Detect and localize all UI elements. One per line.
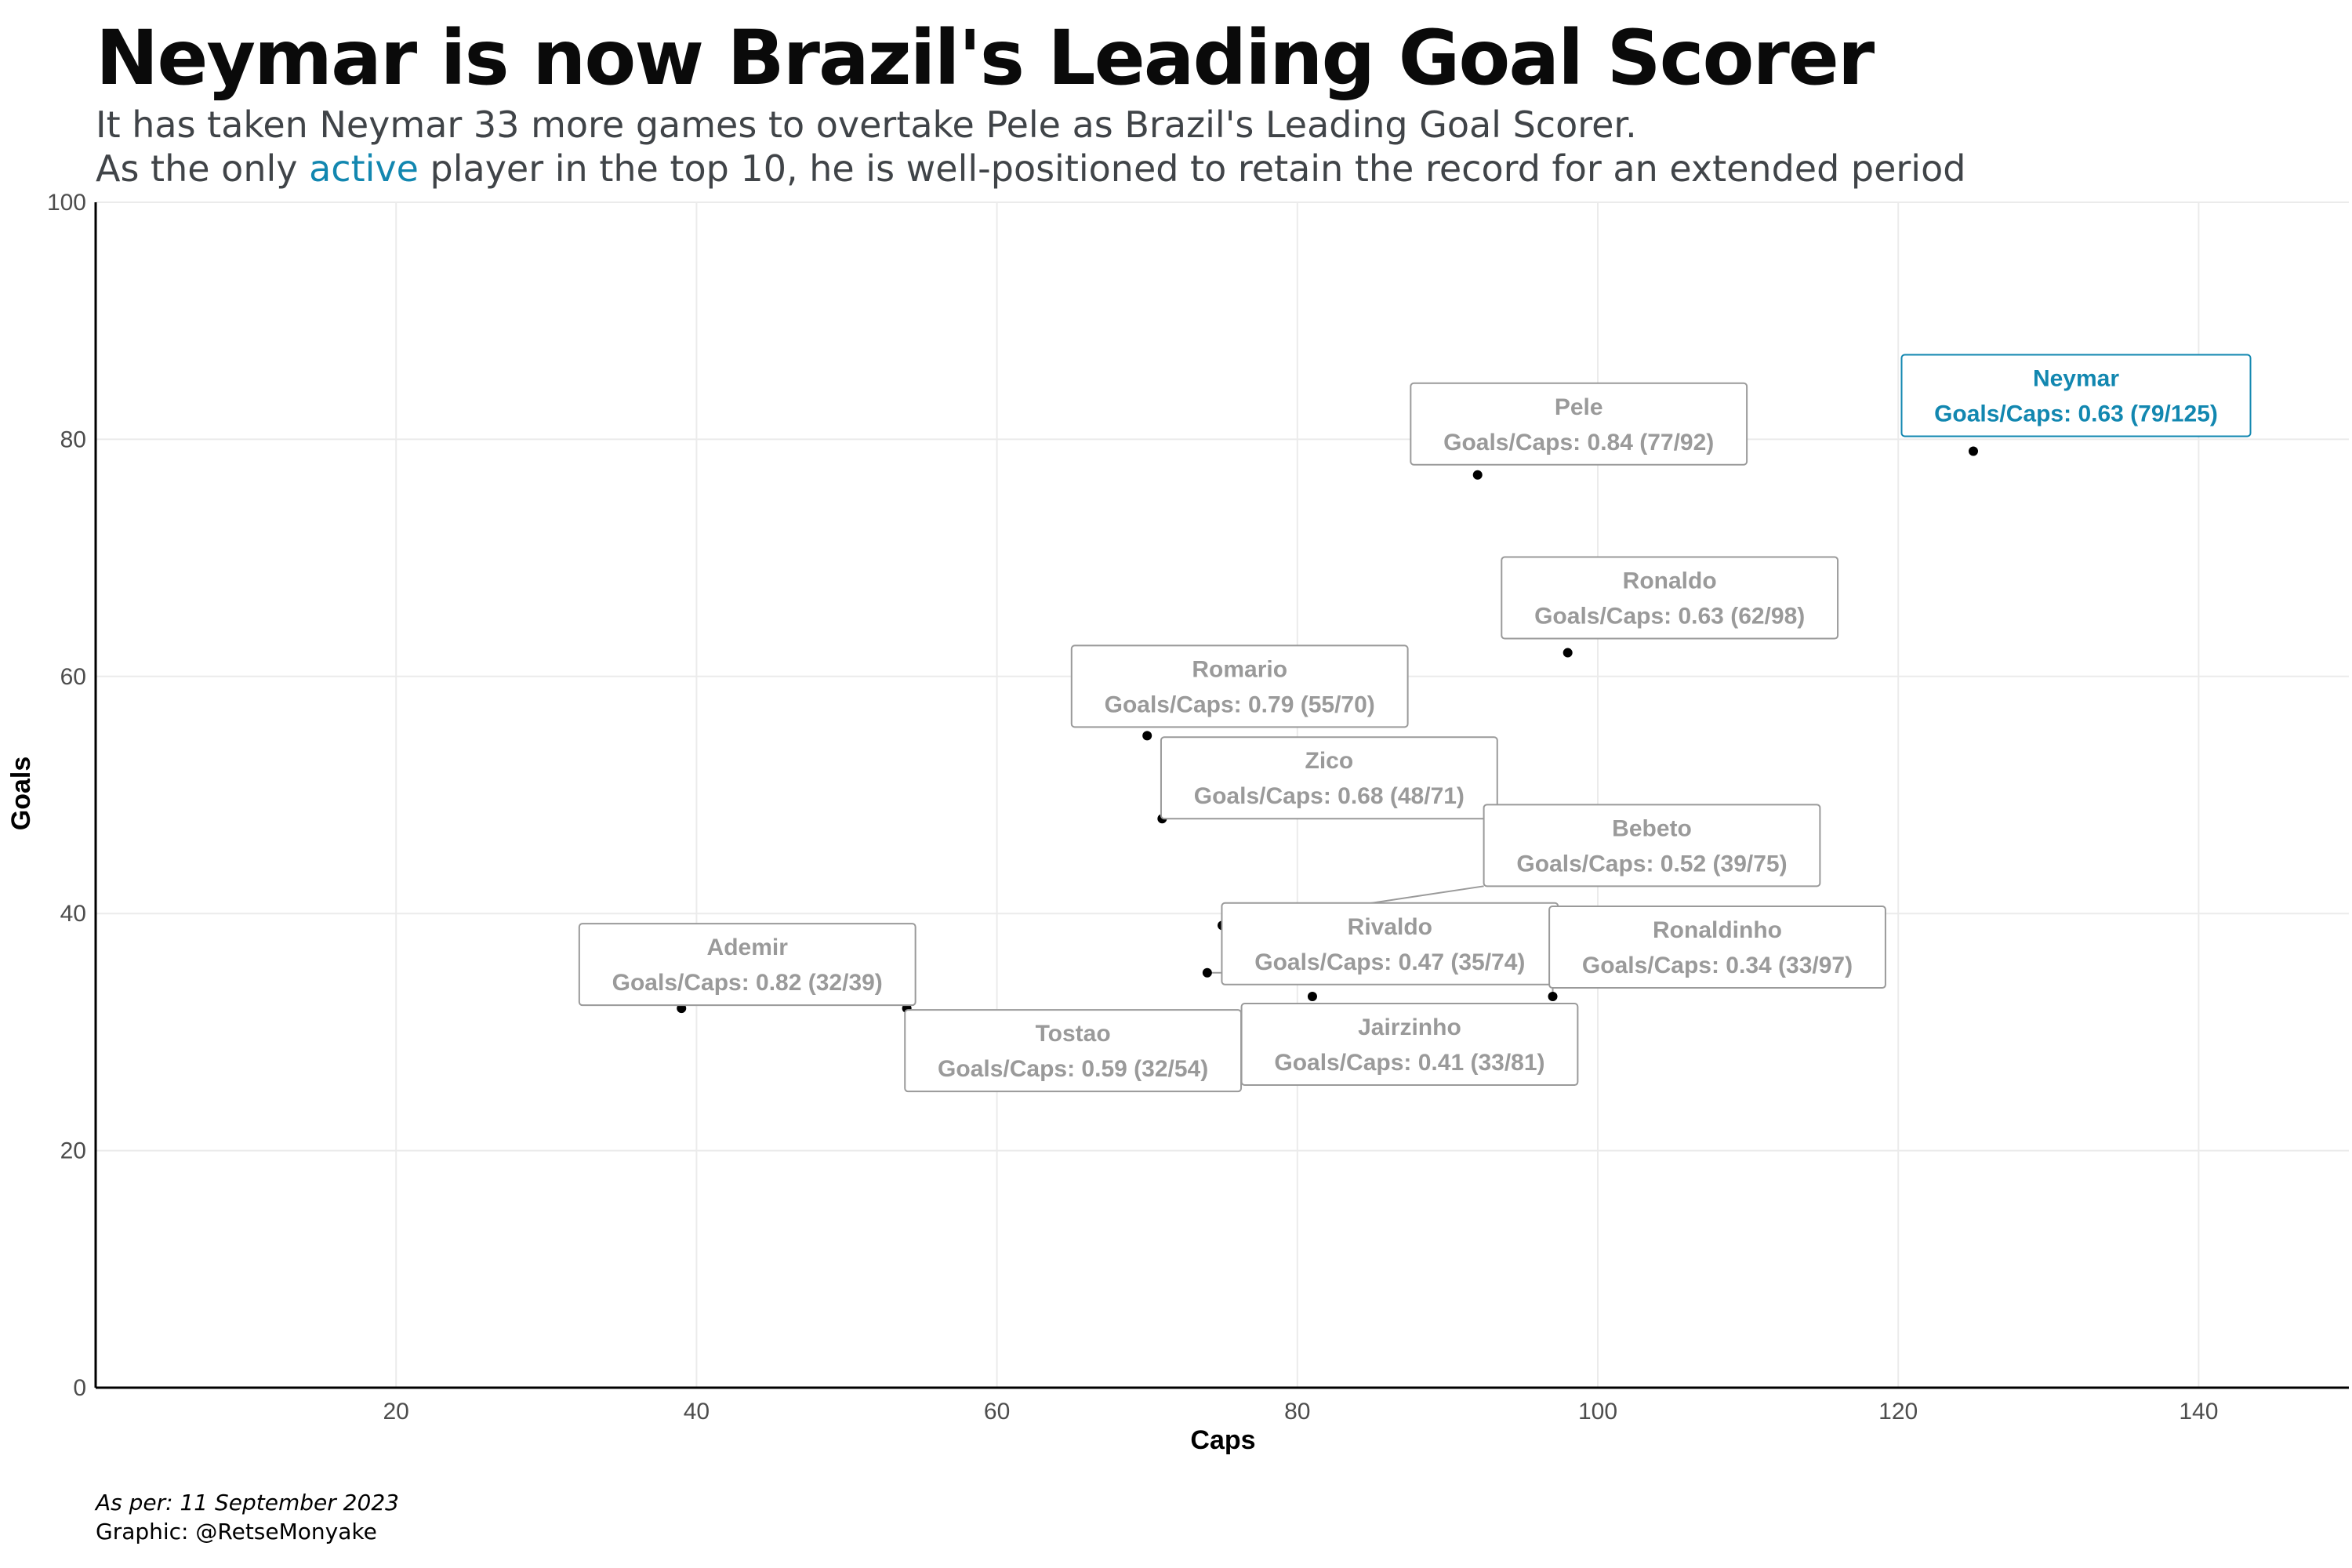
chart-axes [94, 202, 2349, 1389]
x-tick-label: 60 [984, 1399, 1010, 1425]
data-point [1563, 648, 1573, 658]
data-label-ratio: Goals/Caps: 0.68 (48/71) [1194, 783, 1465, 809]
data-label-name: Romario [1192, 656, 1287, 682]
data-point [1307, 992, 1317, 1002]
x-tick-label: 140 [2179, 1399, 2218, 1425]
data-label-box [578, 923, 916, 1007]
data-label-name: Tostao [1036, 1021, 1111, 1047]
caption-credit: Graphic: @RetseMonyake [96, 1519, 377, 1544]
data-label-name: Jairzinho [1358, 1014, 1461, 1040]
data-label-box [1160, 736, 1498, 820]
y-tick-label: 100 [47, 190, 86, 216]
data-label-name: Zico [1305, 748, 1354, 774]
x-tick-label: 80 [1284, 1399, 1310, 1425]
data-point [1548, 992, 1558, 1002]
data-point [1472, 470, 1483, 480]
data-label-ratio: Goals/Caps: 0.63 (62/98) [1534, 604, 1805, 630]
data-label-ratio: Goals/Caps: 0.79 (55/70) [1105, 691, 1375, 717]
data-label-box [1070, 644, 1409, 728]
x-tick-label: 40 [684, 1399, 710, 1425]
y-tick-label: 60 [60, 664, 86, 690]
data-label-name: Pele [1555, 394, 1603, 420]
data-label-ratio: Goals/Caps: 0.47 (35/74) [1254, 949, 1525, 975]
data-label-ratio: Goals/Caps: 0.63 (79/125) [1934, 401, 2218, 427]
data-label-ratio: Goals/Caps: 0.84 (77/92) [1443, 430, 1714, 456]
data-point [1969, 446, 1978, 456]
data-label-ratio: Goals/Caps: 0.59 (32/54) [938, 1056, 1208, 1082]
subtitle-text-after: player in the top 10, he is well-positio… [418, 147, 1966, 190]
data-label-name: Rivaldo [1348, 914, 1432, 940]
data-point [1202, 967, 1212, 978]
data-point [1142, 731, 1152, 741]
data-label-box [1501, 556, 1839, 640]
subtitle-text-before: As the only [96, 147, 310, 190]
data-label-name: Ronaldinho [1653, 917, 1782, 943]
data-label-name: Neymar [2033, 366, 2119, 392]
y-tick-label: 40 [60, 901, 86, 927]
data-label-name: Ronaldo [1623, 568, 1717, 594]
data-label-name: Bebeto [1612, 815, 1692, 841]
x-tick-label: 100 [1578, 1399, 1617, 1425]
y-tick-label: 80 [60, 426, 86, 452]
x-tick-label: 120 [1878, 1399, 1918, 1425]
chart-title: Neymar is now Brazil's Leading Goal Scor… [96, 14, 1875, 102]
data-label-ratio: Goals/Caps: 0.82 (32/39) [612, 970, 883, 996]
data-label-box [1548, 906, 1886, 989]
data-labels: Neymar Goals/Caps: 0.63 (79/125) Pele Goals… [578, 354, 2252, 1093]
x-axis-label: Caps [1190, 1425, 1255, 1455]
subtitle-active-highlight: active [309, 147, 419, 190]
chart-tick-labels: 20 40 60 80 100 120 140 0 20 40 60 80 100 [47, 190, 2218, 1425]
caption-date: As per: 11 September 2023 [96, 1490, 399, 1515]
x-tick-label: 20 [383, 1399, 409, 1425]
data-label-box [1410, 382, 1748, 466]
data-label-box [1240, 1003, 1579, 1087]
data-label-ratio: Goals/Caps: 0.52 (39/75) [1516, 851, 1787, 877]
chart-subtitle-line-2: As the only active player in the top 10,… [96, 147, 1965, 190]
data-label-ratio: Goals/Caps: 0.41 (33/81) [1274, 1050, 1544, 1076]
data-label-box [1483, 804, 1821, 887]
y-tick-label: 20 [60, 1138, 86, 1164]
y-axis-label: Goals [6, 757, 36, 830]
chart-subtitle-line-1: It has taken Neymar 33 more games to ove… [96, 103, 1637, 146]
data-label-ratio: Goals/Caps: 0.34 (33/97) [1582, 953, 1853, 978]
y-tick-label: 0 [73, 1375, 86, 1401]
data-label-name: Ademir [707, 935, 789, 960]
data-label-box [1900, 354, 2252, 437]
